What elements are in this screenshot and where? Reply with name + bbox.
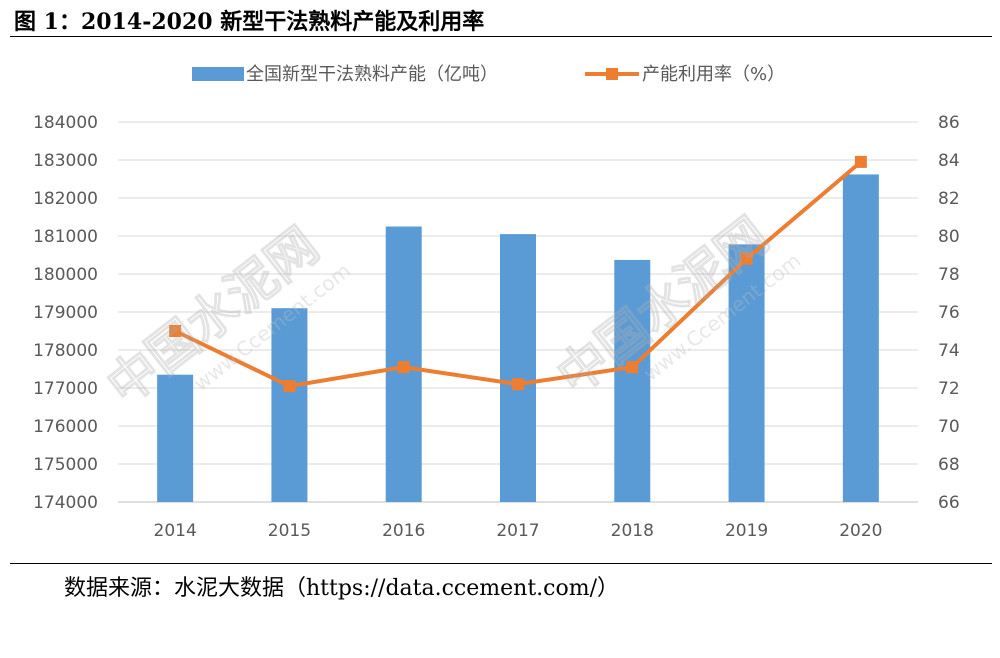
legend-line-marker bbox=[606, 68, 618, 80]
gridlines bbox=[118, 121, 918, 503]
y-right-tick-label: 68 bbox=[938, 455, 960, 475]
line-point-2014 bbox=[169, 325, 182, 337]
y-right-tick-label: 72 bbox=[938, 379, 960, 399]
legend-line-label: 产能利用率（%） bbox=[642, 64, 785, 85]
line-point-2017 bbox=[512, 378, 524, 391]
line-point-2019 bbox=[740, 252, 753, 265]
y-right-tick-labels: 66 68 70 72 74 76 78 80 82 84 86 bbox=[938, 113, 960, 513]
line-point-2018 bbox=[626, 361, 639, 374]
bottom-rule bbox=[10, 563, 992, 564]
legend: 全国新型干法熟料产能（亿吨） 产能利用率（%） bbox=[192, 64, 785, 85]
legend-bar-swatch bbox=[192, 67, 244, 81]
x-tick-label: 2018 bbox=[611, 521, 654, 541]
y-left-tick-label: 184000 bbox=[33, 113, 98, 133]
y-right-tick-label: 84 bbox=[938, 151, 960, 171]
y-right-tick-label: 70 bbox=[938, 417, 960, 437]
x-tick-label: 2017 bbox=[496, 521, 539, 541]
watermark-left: 中国水泥网 www.Ccement.com bbox=[96, 216, 355, 417]
y-left-tick-label: 181000 bbox=[33, 227, 98, 247]
y-left-tick-label: 177000 bbox=[33, 379, 98, 399]
y-left-tick-label: 182000 bbox=[33, 189, 98, 209]
y-right-tick-label: 76 bbox=[938, 303, 960, 323]
chart-area: 174000 175000 176000 177000 178000 179000 1800… bbox=[33, 64, 960, 541]
y-left-tick-label: 176000 bbox=[33, 417, 98, 437]
bar-2018 bbox=[614, 259, 651, 502]
x-tick-label: 2020 bbox=[839, 521, 882, 541]
bar-2020 bbox=[842, 174, 879, 502]
line-series bbox=[169, 155, 867, 393]
y-left-tick-label: 183000 bbox=[33, 151, 98, 171]
figure-title: 图 1：2014-2020 新型干法熟料产能及利用率 bbox=[14, 9, 485, 35]
y-right-tick-label: 82 bbox=[938, 189, 960, 209]
x-tick-label: 2015 bbox=[268, 521, 311, 541]
source-note: 数据来源：水泥大数据（https://data.ccement.com/） bbox=[64, 576, 619, 601]
bar-2014 bbox=[157, 374, 194, 502]
legend-bar-label: 全国新型干法熟料产能（亿吨） bbox=[246, 64, 498, 85]
y-left-tick-label: 179000 bbox=[33, 303, 98, 323]
bar-2017 bbox=[500, 234, 536, 502]
y-right-tick-label: 78 bbox=[938, 265, 960, 285]
top-rule bbox=[10, 36, 992, 37]
x-tick-labels: 2014 2015 2016 2017 2018 2019 2020 bbox=[154, 521, 883, 541]
x-tick-label: 2014 bbox=[154, 521, 197, 541]
watermark-right: 中国水泥网 www.Ccement.com bbox=[546, 206, 805, 407]
y-left-tick-label: 175000 bbox=[33, 455, 98, 475]
y-right-tick-label: 80 bbox=[938, 227, 960, 247]
y-right-tick-label: 74 bbox=[938, 341, 960, 361]
y-left-tick-label: 178000 bbox=[33, 341, 98, 361]
y-right-tick-label: 66 bbox=[938, 493, 960, 513]
bar-2019 bbox=[728, 244, 765, 503]
line-point-2016 bbox=[397, 361, 410, 374]
y-left-tick-label: 180000 bbox=[33, 265, 98, 285]
y-left-tick-labels: 174000 175000 176000 177000 178000 179000 1800… bbox=[33, 113, 98, 513]
y-left-tick-label: 174000 bbox=[33, 493, 98, 513]
bar-2015 bbox=[271, 308, 308, 502]
line-point-2015 bbox=[283, 380, 296, 393]
x-tick-label: 2016 bbox=[382, 521, 425, 541]
line-point-2020 bbox=[854, 155, 867, 168]
x-tick-label: 2019 bbox=[725, 521, 768, 541]
y-right-tick-label: 86 bbox=[938, 113, 960, 133]
